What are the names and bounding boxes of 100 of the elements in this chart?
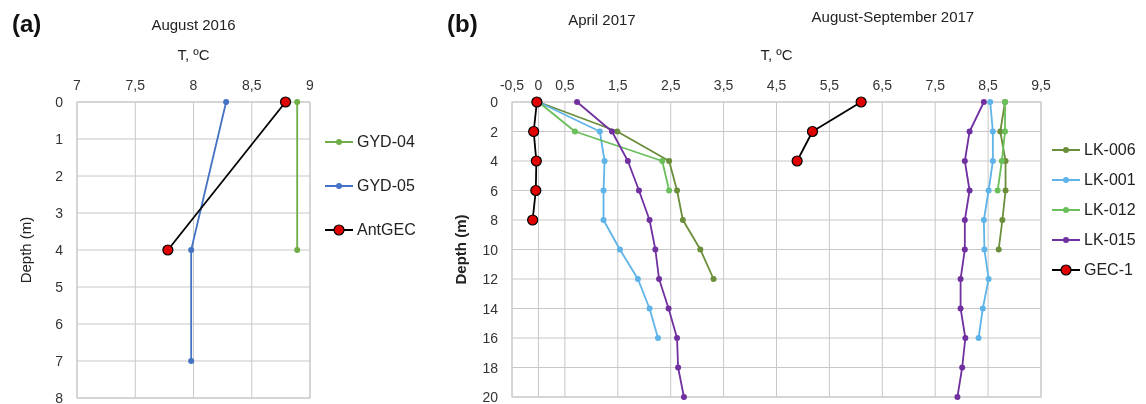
point (680, 394, 687, 400)
x-tick-label: 8,5 (978, 77, 999, 93)
y-axis-title: Depth (m) (452, 214, 469, 285)
point (600, 217, 607, 223)
point (652, 246, 659, 253)
chart-title: August 2016 (151, 16, 236, 33)
y-tick-label: 14 (482, 300, 499, 317)
x-tick-label: 0,5 (555, 77, 575, 93)
point (601, 158, 608, 164)
point (966, 128, 973, 135)
point (223, 99, 230, 105)
x-tick-label: 8,5 (242, 77, 262, 93)
y-tick-label: 5 (55, 279, 64, 295)
point (1002, 187, 1009, 194)
legend-label: LK-001 (1084, 171, 1136, 188)
point (656, 276, 663, 282)
point (961, 217, 968, 223)
x-tick-label: 9 (306, 77, 315, 93)
point (1002, 128, 1009, 135)
y-tick-label: 18 (482, 359, 499, 376)
y-tick-label: 0 (55, 94, 64, 110)
x-axis-title: T, ºC (177, 46, 210, 63)
point (980, 217, 987, 223)
point (987, 99, 994, 105)
point (975, 335, 982, 341)
point (527, 214, 539, 226)
text: August-September 2017 (811, 8, 975, 25)
point (957, 276, 964, 282)
text: April 2017 (568, 11, 636, 28)
point (989, 128, 996, 135)
point (995, 246, 1002, 253)
point (574, 99, 581, 105)
y-axis-title: Depth (m) (17, 216, 34, 284)
y-tick-label: 16 (482, 330, 499, 346)
point (994, 187, 1001, 194)
point (279, 96, 292, 108)
x-tick-label: -0,5 (499, 77, 525, 93)
point (659, 158, 666, 164)
point (665, 305, 672, 312)
point (961, 158, 968, 164)
legend-label: LK-015 (1084, 231, 1136, 248)
point (674, 335, 681, 341)
point (294, 247, 301, 253)
point (188, 247, 195, 253)
legend-label: LK-006 (1084, 141, 1136, 158)
x-tick-label: 5,5 (819, 77, 840, 93)
point (646, 217, 653, 223)
point (571, 128, 578, 135)
y-tick-label: 12 (482, 271, 499, 287)
x-tick-label: 2,5 (660, 77, 681, 93)
y-tick-label: 6 (490, 182, 499, 199)
y-tick-label: 7 (55, 353, 64, 369)
text: (b) (447, 10, 478, 37)
y-tick-label: 6 (55, 316, 64, 332)
point (188, 358, 195, 364)
legend-label: GYD-05 (357, 177, 415, 194)
point (979, 305, 986, 312)
point (666, 158, 673, 164)
point (528, 125, 540, 138)
y-tick-label: 2 (490, 123, 499, 140)
point (954, 394, 961, 400)
point (531, 96, 543, 108)
point (985, 187, 992, 194)
point (162, 244, 174, 256)
point (294, 99, 301, 105)
point (675, 364, 682, 371)
legend-label: GYD-04 (357, 133, 415, 150)
y-tick-label: 4 (490, 153, 499, 169)
y-tick-label: 20 (482, 389, 499, 404)
x-tick-label: 4,5 (766, 77, 787, 93)
point (666, 187, 673, 194)
point (806, 125, 819, 138)
y-tick-label: 1 (55, 131, 64, 147)
point (710, 276, 717, 282)
y-tick-label: 3 (55, 205, 64, 221)
point (608, 128, 615, 135)
point (962, 335, 969, 341)
x-tick-label: 6,5 (872, 77, 893, 93)
x-axis-title: T, ºC (760, 46, 793, 63)
point (674, 187, 681, 194)
point (989, 158, 996, 164)
y-tick-label: 8 (55, 390, 64, 404)
point (697, 246, 704, 253)
legend-label: GEC-1 (1084, 261, 1133, 278)
point (530, 184, 542, 197)
y-tick-label: 10 (482, 241, 499, 258)
x-tick-label: 1,5 (608, 77, 628, 93)
point (646, 305, 653, 312)
point (600, 187, 607, 194)
point (966, 187, 973, 194)
point (957, 305, 964, 312)
x-tick-label: 7 (73, 77, 82, 93)
point (635, 187, 642, 194)
point (791, 155, 803, 167)
x-tick-label: 0 (534, 77, 543, 93)
x-tick-label: 9,5 (1031, 77, 1051, 93)
x-tick-label: 7,5 (925, 77, 946, 93)
point (616, 246, 623, 253)
legend-label: AntGEC (357, 221, 416, 238)
point (961, 246, 968, 253)
